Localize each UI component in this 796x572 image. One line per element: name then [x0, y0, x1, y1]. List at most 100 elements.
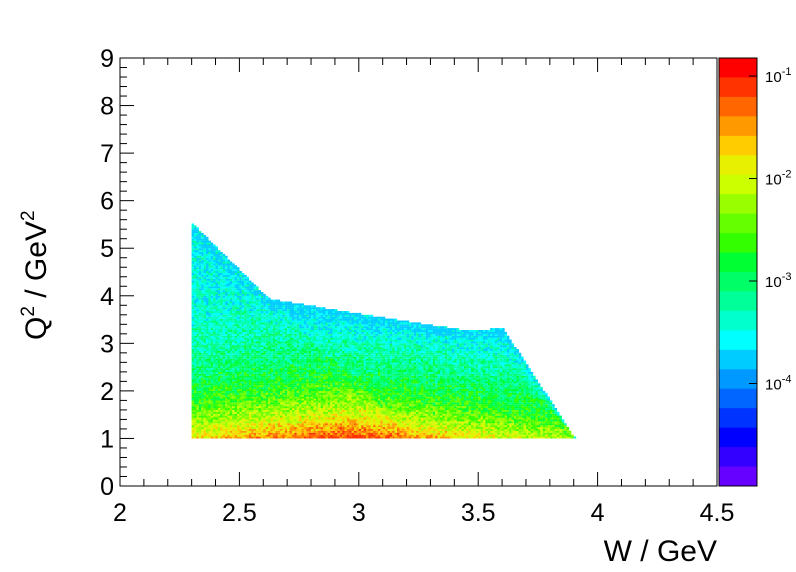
heatmap-cell: [227, 282, 230, 285]
heatmap-cell: [249, 366, 252, 369]
heatmap-cell: [330, 417, 333, 420]
heatmap-cell: [198, 246, 202, 249]
heatmap-cell: [253, 392, 257, 395]
heatmap-cell: [332, 349, 335, 351]
heatmap-cell: [194, 255, 197, 258]
heatmap-cell: [308, 387, 312, 390]
heatmap-cell: [291, 390, 295, 393]
heatmap-cell: [194, 419, 197, 422]
heatmap-cell: [256, 406, 259, 409]
heatmap-cell: [217, 389, 221, 391]
heatmap-cell: [256, 436, 259, 439]
heatmap-cell: [272, 417, 276, 420]
heatmap-cell: [210, 246, 214, 249]
heatmap-cell: [308, 379, 312, 382]
heatmap-cell: [251, 322, 254, 325]
heatmap-cell: [208, 411, 211, 414]
heatmap-cell: [217, 263, 221, 266]
heatmap-cell: [201, 337, 204, 340]
heatmap-cell: [220, 409, 223, 412]
heatmap-cell: [241, 347, 245, 350]
heatmap-cell: [194, 425, 197, 428]
heatmap-cell: [196, 409, 199, 412]
heatmap-cell: [263, 316, 266, 319]
heatmap-cell: [284, 383, 288, 386]
heatmap-cell: [239, 366, 242, 369]
heatmap-cell: [237, 337, 240, 340]
heatmap-cell: [234, 383, 238, 386]
heatmap-cell: [306, 396, 309, 399]
heatmap-cell: [280, 436, 283, 439]
heatmap-cell: [237, 273, 240, 275]
heatmap-cell: [330, 390, 333, 393]
heatmap-cell: [237, 295, 240, 298]
heatmap-cell: [251, 350, 254, 353]
heatmap-cell: [299, 408, 302, 410]
heatmap-cell: [191, 392, 195, 395]
heatmap-cell: [272, 434, 276, 437]
heatmap-cell: [256, 309, 259, 312]
heatmap-cell: [191, 265, 195, 268]
heatmap-cell: [241, 303, 245, 306]
heatmap-cell: [244, 381, 247, 384]
heatmap-cell: [241, 396, 245, 399]
heatmap-cell: [234, 427, 238, 429]
heatmap-cell: [201, 419, 204, 422]
heatmap-cell: [260, 345, 264, 348]
heatmap-cell: [249, 411, 252, 414]
heatmap-cell: [217, 436, 221, 439]
heatmap-cell: [325, 417, 328, 420]
heatmap-cell: [194, 246, 197, 249]
heatmap-cell: [301, 345, 304, 348]
heatmap-cell: [220, 371, 223, 374]
heatmap-cell: [282, 373, 285, 376]
heatmap-cell: [220, 356, 223, 359]
heatmap-cell: [213, 373, 216, 376]
heatmap-cell: [213, 408, 216, 410]
heatmap-cell: [222, 427, 226, 429]
heatmap-cell: [272, 373, 276, 376]
heatmap-cell: [215, 246, 218, 249]
heatmap-cell: [213, 375, 216, 378]
heatmap-cell: [241, 364, 245, 367]
heatmap-cell: [237, 280, 240, 283]
heatmap-cell: [251, 373, 254, 376]
heatmap-cell: [249, 311, 252, 313]
heatmap-cell: [217, 398, 221, 401]
heatmap-cell: [287, 390, 290, 393]
heatmap-cell: [208, 406, 211, 409]
heatmap-cell: [280, 347, 283, 350]
heatmap-cell: [225, 417, 228, 420]
heatmap-cell: [196, 383, 199, 386]
heatmap-cell: [191, 377, 195, 380]
heatmap-cell: [244, 373, 247, 376]
heatmap-cell: [301, 394, 304, 397]
heatmap-cell: [277, 311, 281, 313]
heatmap-cell: [332, 322, 335, 325]
heatmap-cell: [206, 269, 209, 272]
heatmap-cell: [311, 364, 314, 367]
heatmap-cell: [289, 333, 292, 336]
heatmap-cell: [217, 265, 221, 268]
heatmap-cell: [272, 339, 276, 342]
heatmap-cell: [303, 419, 307, 422]
heatmap-cell: [217, 345, 221, 348]
heatmap-cell: [246, 322, 250, 325]
heatmap-cell: [320, 309, 324, 312]
heatmap-cell: [227, 318, 230, 321]
heatmap-cell: [249, 383, 252, 386]
heatmap-cell: [263, 320, 266, 323]
heatmap-cell: [332, 383, 335, 386]
heatmap-cell: [237, 385, 240, 388]
heatmap-cell: [289, 326, 292, 329]
heatmap-cell: [201, 274, 204, 277]
heatmap-cell: [234, 375, 238, 378]
heatmap-cell: [232, 436, 235, 439]
heatmap-cell: [277, 415, 281, 418]
heatmap-cell: [251, 423, 254, 426]
heatmap-cell: [306, 309, 309, 312]
heatmap-cell: [265, 377, 269, 380]
heatmap-cell: [208, 396, 211, 399]
heatmap-cell: [282, 387, 285, 390]
heatmap-cell: [232, 314, 235, 317]
